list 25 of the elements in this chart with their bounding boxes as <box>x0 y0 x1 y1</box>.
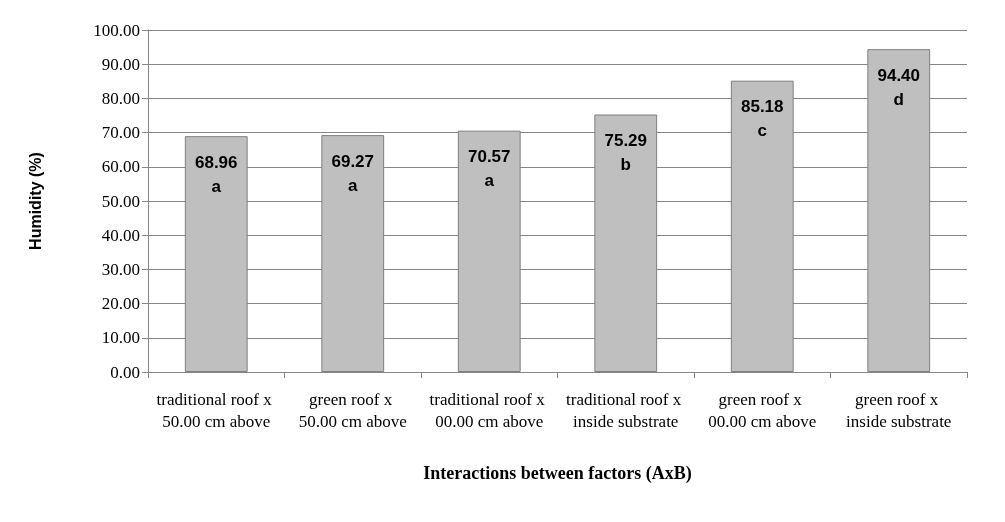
y-tick-label: 80.00 <box>101 88 140 108</box>
y-tick-label: 40.00 <box>101 225 140 245</box>
y-tick-label: 30.00 <box>101 259 140 279</box>
data-label: 70.57 a <box>467 147 511 191</box>
x-tick-label: green roof x 00.00 cm above <box>708 389 817 431</box>
data-label: 69.27 a <box>331 151 375 195</box>
data-label: 94.40 d <box>877 65 921 109</box>
x-tick-label: traditional roof x 50.00 cm above <box>156 389 276 431</box>
y-tick-label: 70.00 <box>101 123 140 143</box>
data-label: 85.18 c <box>740 97 784 141</box>
x-axis-title: Interactions between factors (AxB) <box>423 463 692 484</box>
y-tick-label: 10.00 <box>101 328 140 348</box>
y-tick-label: 100.00 <box>93 20 140 40</box>
y-axis-title: Humidity (%) <box>26 152 44 250</box>
y-tick-label: 90.00 <box>101 54 140 74</box>
y-tick-label: 50.00 <box>101 191 140 211</box>
x-tick-label: green roof x 50.00 cm above <box>298 389 407 431</box>
x-tick-label: green roof x inside substrate <box>846 389 952 431</box>
y-tick-label: 60.00 <box>101 157 140 177</box>
data-label: 75.29 b <box>604 131 648 175</box>
data-label: 68.96 a <box>194 152 238 196</box>
y-tick-label: 0.00 <box>110 362 140 382</box>
x-tick-label: traditional roof x 00.00 cm above <box>429 389 549 431</box>
y-tick-label: 20.00 <box>101 294 140 314</box>
x-tick-label: traditional roof x inside substrate <box>566 389 686 431</box>
